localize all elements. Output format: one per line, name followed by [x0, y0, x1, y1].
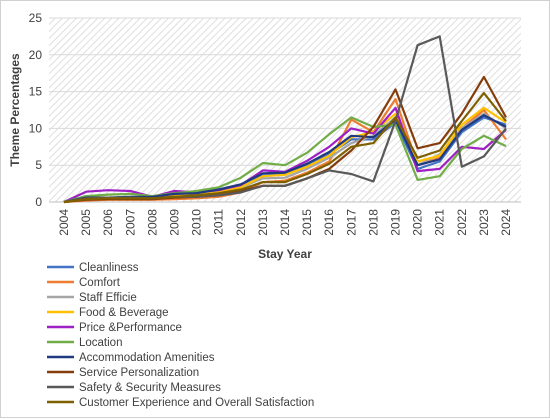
- legend-label: Food & Beverage: [79, 307, 169, 319]
- legend-item: Cleanliness: [47, 262, 139, 274]
- x-tick-label: 2010: [190, 209, 204, 236]
- legend-item: Accommodation Amenities: [47, 352, 215, 364]
- x-tick-label: 2015: [300, 209, 314, 236]
- legend-label: Staff Efficie: [79, 292, 137, 304]
- x-tick-label: 2005: [79, 209, 93, 236]
- x-tick-label: 2011: [212, 209, 226, 235]
- x-tick-label: 2004: [57, 209, 71, 236]
- x-tick-label: 2024: [499, 209, 513, 236]
- legend: Cleanliness Comfort Staff Efficie Food & Be…: [47, 262, 314, 409]
- legend-label: Safety & Security Measures: [79, 382, 221, 394]
- legend-label: Cleanliness: [79, 262, 139, 274]
- y-tick-label: 10: [29, 121, 43, 135]
- y-axis-tick-labels: 0 5 10 15 20 25: [29, 11, 43, 209]
- x-tick-label: 2017: [344, 209, 358, 236]
- x-tick-label: 2020: [411, 209, 425, 236]
- x-tick-label: 2021: [433, 209, 447, 236]
- x-tick-label: 2022: [455, 209, 469, 236]
- series-lines: [63, 35, 507, 204]
- x-tick-label: 2016: [322, 209, 336, 236]
- y-axis-title: Theme Percentages: [8, 53, 22, 167]
- legend-item: Price &Performance: [47, 322, 182, 334]
- legend-label: Price &Performance: [79, 322, 182, 334]
- legend-item: Safety & Security Measures: [47, 382, 221, 394]
- legend-label: Accommodation Amenities: [79, 352, 215, 364]
- y-tick-label: 25: [29, 11, 43, 25]
- x-tick-label: 2023: [477, 209, 491, 236]
- legend-item: Food & Beverage: [47, 307, 169, 319]
- legend-item: Service Personalization: [47, 367, 199, 379]
- legend-label: Service Personalization: [79, 367, 199, 379]
- x-axis-tick-labels: 2004 2005 2006 2007 2008 2009 2010 2011 2012 2013…: [57, 209, 513, 236]
- legend-item: Customer Experience and Overall Satisfac…: [47, 397, 314, 409]
- x-tick-label: 2013: [256, 209, 270, 236]
- x-tick-label: 2019: [389, 209, 403, 236]
- legend-label: Location: [79, 337, 122, 349]
- legend-label: Customer Experience and Overall Satisfac…: [79, 397, 314, 409]
- x-tick-label: 2009: [168, 209, 182, 236]
- series-line: [63, 91, 507, 204]
- legend-item: Comfort: [47, 277, 121, 289]
- series-line: [63, 116, 507, 204]
- x-axis-title: Stay Year: [258, 247, 312, 261]
- x-tick-label: 2014: [278, 209, 292, 236]
- legend-label: Comfort: [79, 277, 121, 289]
- x-tick-label: 2018: [366, 209, 380, 236]
- x-tick-label: 2007: [123, 209, 137, 236]
- x-tick-label: 2008: [145, 209, 159, 236]
- y-tick-label: 20: [29, 48, 43, 62]
- y-tick-label: 0: [35, 195, 42, 209]
- x-tick-label: 2006: [101, 209, 115, 236]
- y-tick-label: 5: [35, 158, 42, 172]
- legend-item: Staff Efficie: [47, 292, 137, 304]
- x-tick-label: 2012: [234, 209, 248, 236]
- y-tick-label: 15: [29, 85, 43, 99]
- legend-item: Location: [47, 337, 122, 349]
